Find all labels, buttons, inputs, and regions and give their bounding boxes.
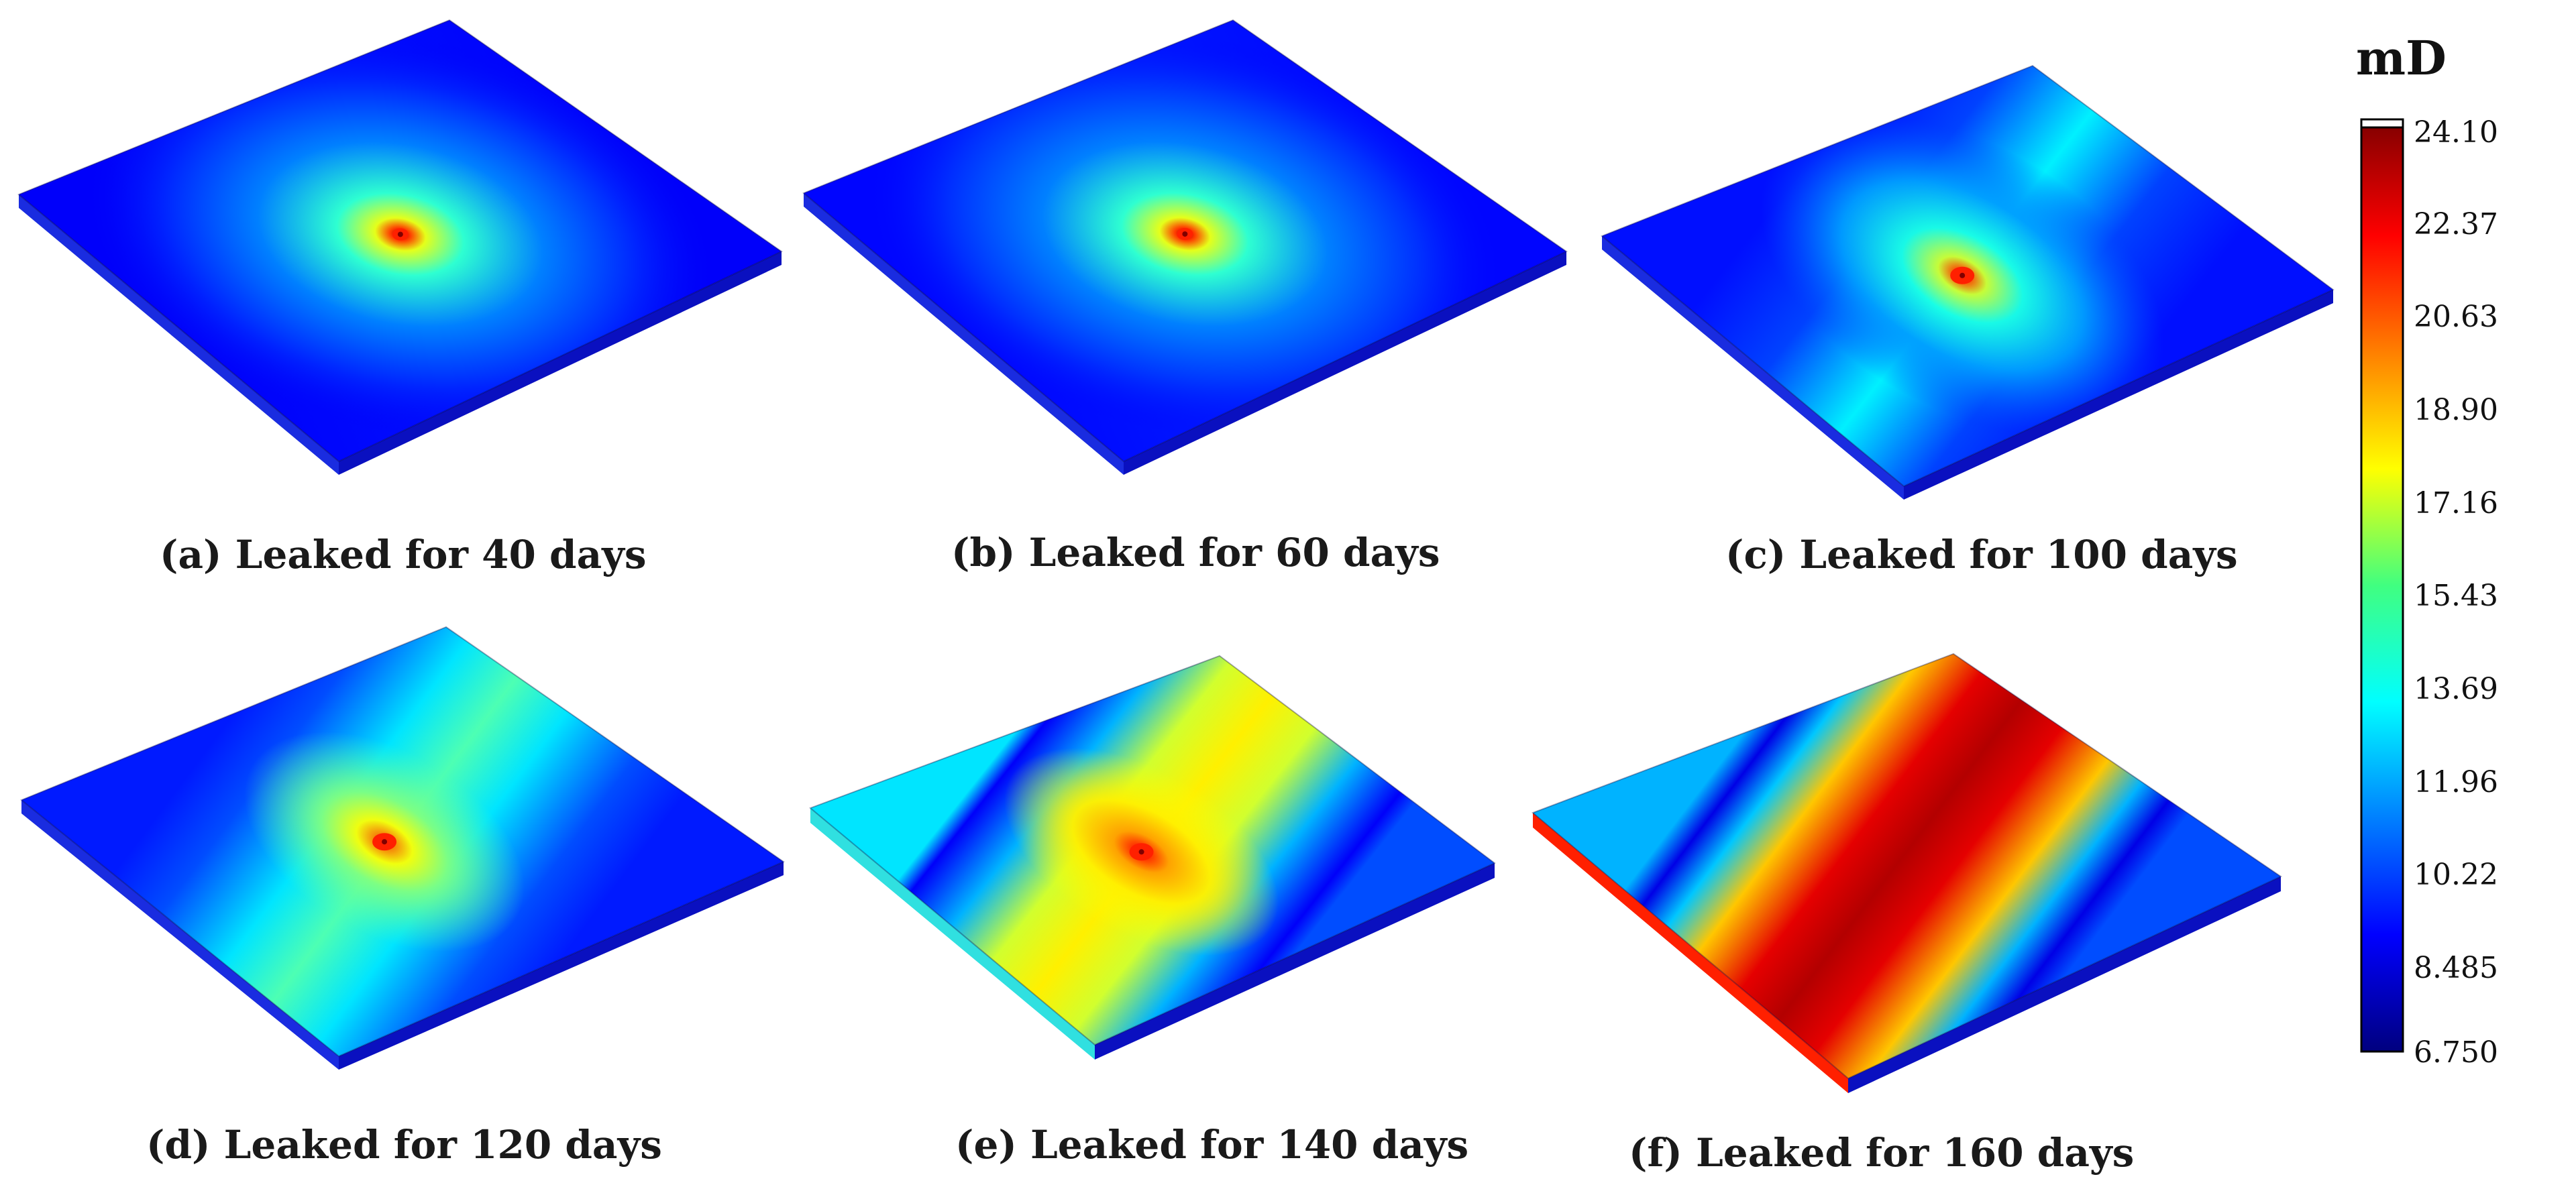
colorbar-tick-label: 8.485	[2414, 951, 2498, 985]
leak-plume	[1004, 748, 1279, 956]
colorbar-tick-label: 6.750	[2414, 1035, 2498, 1070]
colorbar-gradient	[2360, 118, 2404, 1053]
panel-f-caption: (f) Leaked for 160 days	[1629, 1130, 2135, 1176]
panel-d-caption: (d) Leaked for 120 days	[146, 1122, 662, 1168]
slab-panel-e	[809, 655, 1496, 1060]
colorbar-tick-label: 15.43	[2414, 579, 2498, 613]
colorbar-tick-label: 20.63	[2414, 300, 2498, 334]
panel-c-caption: (c) Leaked for 100 days	[1725, 532, 2238, 577]
leak-plume	[1760, 117, 2164, 435]
slab-side-right	[339, 251, 782, 475]
panel-b-caption: (b) Leaked for 60 days	[951, 530, 1440, 575]
slab-panel-c	[1601, 64, 2334, 500]
slab-side-left	[810, 808, 1095, 1060]
slab-side-right	[1095, 863, 1495, 1060]
slab-panel-d	[20, 626, 786, 1070]
slab-side-left	[19, 194, 339, 475]
slab-side-left	[1602, 236, 1904, 500]
panel-e-caption: (e) Leaked for 140 days	[955, 1122, 1469, 1168]
slab-top-face	[1533, 654, 2281, 1078]
slab-side-left	[21, 800, 339, 1070]
colorbar-tick-label: 11.96	[2414, 765, 2498, 799]
colorbar-tick-label: 24.10	[2414, 115, 2498, 150]
leak-plume	[83, 28, 718, 441]
colorbar	[2360, 118, 2404, 1053]
slab-side-right	[339, 862, 784, 1070]
slab-panel-a	[17, 19, 783, 475]
slab-side-left	[804, 193, 1124, 475]
slab-side-right	[1904, 290, 2333, 500]
colorbar-cap	[2360, 118, 2404, 129]
slab-panel-b	[802, 19, 1568, 475]
colorbar-tick-label: 13.69	[2414, 672, 2498, 706]
colorbar-tick-label: 22.37	[2414, 207, 2498, 241]
panels-layer	[17, 19, 2334, 1093]
slab-side-left	[1533, 813, 1848, 1093]
slab-panel-f	[1532, 653, 2283, 1093]
slab-side-right	[1848, 876, 2281, 1093]
leak-plume	[244, 731, 525, 952]
leak-plume	[867, 28, 1502, 440]
colorbar-tick-label: 10.22	[2414, 858, 2498, 892]
colorbar-tick-label: 18.90	[2414, 393, 2498, 427]
colorbar-unit: mD	[2356, 30, 2447, 86]
colorbar-tick-label: 17.16	[2414, 486, 2498, 520]
slab-side-right	[1124, 251, 1566, 475]
panel-a-caption: (a) Leaked for 40 days	[160, 532, 647, 577]
